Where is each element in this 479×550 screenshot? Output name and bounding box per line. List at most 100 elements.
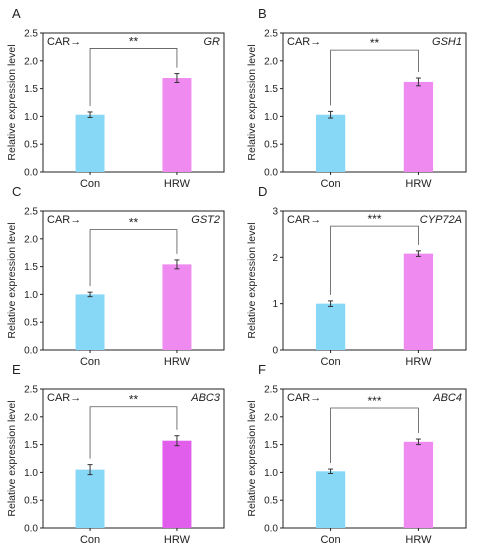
y-tick-label: 1.5 bbox=[24, 84, 38, 95]
y-tick-label: 2.5 bbox=[24, 29, 38, 40]
panel-c: C 0.0 0.5 1.0 1.5 2.0 2.5 Relative expression l… bbox=[6, 184, 225, 368]
panel-e: E 0.0 0.5 1.0 1.5 2.0 2.5 Relative expression l… bbox=[6, 362, 225, 546]
bar-hrw bbox=[403, 253, 434, 350]
x-tick-label: HRW bbox=[405, 178, 432, 190]
plot-frame bbox=[42, 32, 225, 173]
y-tick-label: 1.5 bbox=[24, 262, 38, 273]
y-tick-label: 1.0 bbox=[264, 112, 278, 123]
significance-bracket bbox=[89, 48, 178, 106]
y-tick-label: 1.5 bbox=[264, 440, 278, 451]
x-tick-label: Con bbox=[320, 534, 340, 546]
panel-a: A 0.0 0.5 1.0 1.5 2.0 2.5 Relative expression l… bbox=[6, 6, 225, 190]
y-tick-label: 2.5 bbox=[24, 207, 38, 218]
significance-stars: ** bbox=[129, 393, 139, 407]
significance-stars: ** bbox=[129, 34, 139, 48]
significance-stars: ** bbox=[370, 36, 380, 50]
treatment-label: CAR→ bbox=[47, 392, 81, 404]
y-tick-label: 0.0 bbox=[24, 346, 38, 357]
bar-con bbox=[75, 114, 105, 172]
panel-letter: B bbox=[258, 6, 267, 21]
y-tick-label: 0.0 bbox=[264, 168, 278, 179]
y-tick-label: 2.0 bbox=[264, 412, 278, 423]
significance-stars: *** bbox=[367, 212, 381, 226]
y-tick-label: 1.0 bbox=[24, 290, 38, 301]
y-tick-label: 2.5 bbox=[24, 385, 38, 396]
panel-letter: A bbox=[12, 6, 21, 21]
significance-bracket bbox=[89, 229, 178, 287]
gene-name: ABC3 bbox=[190, 392, 221, 404]
panel-letter: D bbox=[258, 184, 267, 199]
y-axis-label: Relative expression level bbox=[246, 44, 258, 160]
bar-hrw bbox=[403, 441, 434, 528]
bar-hrw bbox=[403, 81, 434, 172]
bar-con bbox=[315, 303, 346, 350]
bar-hrw bbox=[162, 264, 192, 350]
gene-name: ABC4 bbox=[432, 392, 462, 404]
panel-d: D 0 1 2 3 Relative expression level Con HRW *** C… bbox=[246, 184, 467, 368]
significance-stars: *** bbox=[367, 394, 381, 408]
x-tick-label: Con bbox=[80, 178, 100, 190]
bar-con bbox=[75, 469, 105, 528]
bar-con bbox=[315, 114, 346, 172]
y-tick-label: 2 bbox=[272, 253, 278, 264]
y-axis-label: Relative expression level bbox=[6, 400, 18, 516]
y-tick-label: 1 bbox=[272, 299, 278, 310]
plot-frame bbox=[282, 32, 467, 173]
plot-frame bbox=[42, 210, 225, 351]
y-tick-label: 0.0 bbox=[264, 524, 278, 535]
significance-bracket bbox=[330, 225, 419, 295]
treatment-label: CAR→ bbox=[287, 392, 321, 404]
gene-name: GR bbox=[204, 36, 221, 48]
y-tick-label: 1.0 bbox=[24, 468, 38, 479]
x-tick-label: Con bbox=[80, 534, 100, 546]
y-tick-label: 0.0 bbox=[24, 524, 38, 535]
significance-bracket bbox=[330, 49, 419, 106]
y-axis-label: Relative expression level bbox=[246, 400, 258, 516]
treatment-label: CAR→ bbox=[47, 36, 81, 48]
y-tick-label: 0.5 bbox=[264, 140, 278, 151]
y-tick-label: 2.0 bbox=[24, 234, 38, 245]
y-tick-label: 0.5 bbox=[264, 496, 278, 507]
panel-letter: F bbox=[258, 362, 266, 377]
plot-frame bbox=[282, 210, 467, 351]
y-tick-label: 1.0 bbox=[264, 468, 278, 479]
y-axis-label: Relative expression level bbox=[6, 222, 18, 338]
y-tick-label: 1.0 bbox=[24, 112, 38, 123]
y-axis-label: Relative expression level bbox=[246, 222, 258, 338]
x-tick-label: HRW bbox=[405, 356, 432, 368]
panel-letter: E bbox=[12, 362, 21, 377]
y-tick-label: 0 bbox=[272, 346, 278, 357]
x-tick-label: HRW bbox=[164, 356, 191, 368]
panel-letter: C bbox=[12, 184, 21, 199]
bar-con bbox=[75, 294, 105, 350]
gene-name: GSH1 bbox=[432, 36, 462, 48]
y-tick-label: 3 bbox=[272, 207, 278, 218]
y-tick-label: 0.5 bbox=[24, 140, 38, 151]
plot-frame bbox=[282, 388, 467, 529]
y-tick-label: 2.5 bbox=[264, 385, 278, 396]
gene-name: CYP72A bbox=[420, 214, 462, 226]
x-tick-label: Con bbox=[320, 356, 340, 368]
y-tick-label: 1.5 bbox=[24, 440, 38, 451]
plot-frame bbox=[42, 388, 225, 529]
x-tick-label: Con bbox=[80, 356, 100, 368]
treatment-label: CAR→ bbox=[47, 214, 81, 226]
bar-hrw bbox=[162, 78, 192, 172]
y-tick-label: 0.5 bbox=[24, 496, 38, 507]
significance-stars: ** bbox=[129, 216, 139, 230]
y-tick-label: 1.5 bbox=[264, 84, 278, 95]
y-tick-label: 2.5 bbox=[264, 29, 278, 40]
y-axis-label: Relative expression level bbox=[6, 44, 18, 160]
x-tick-label: Con bbox=[320, 178, 340, 190]
x-tick-label: HRW bbox=[405, 534, 432, 546]
gene-name: GST2 bbox=[191, 214, 220, 226]
treatment-label: CAR→ bbox=[287, 214, 321, 226]
y-tick-label: 2.0 bbox=[24, 412, 38, 423]
panel-f: F 0.0 0.5 1.0 1.5 2.0 2.5 Relative expression l… bbox=[246, 362, 467, 546]
y-tick-label: 2.0 bbox=[24, 56, 38, 67]
y-tick-label: 0.5 bbox=[24, 318, 38, 329]
significance-bracket bbox=[89, 406, 178, 459]
bar-hrw bbox=[162, 440, 192, 528]
treatment-label: CAR→ bbox=[287, 36, 321, 48]
